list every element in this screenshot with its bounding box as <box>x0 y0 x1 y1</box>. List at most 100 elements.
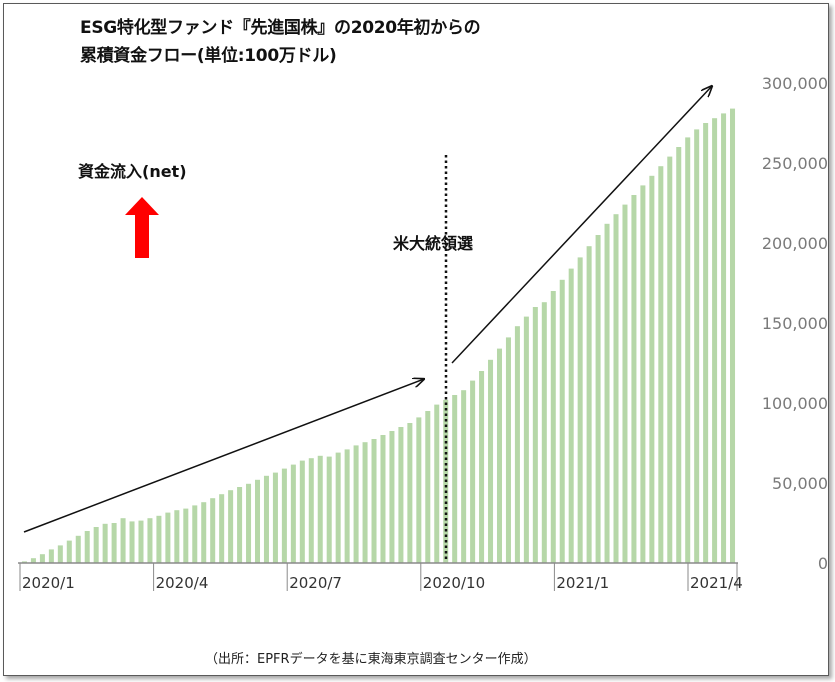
bar-18 <box>183 508 189 563</box>
x-tick-marks <box>19 563 738 591</box>
bar-14 <box>147 518 153 563</box>
trend-arrow-2020 <box>23 379 424 533</box>
bar-21 <box>210 498 216 563</box>
bars-group <box>21 108 736 564</box>
bar-59 <box>550 291 556 563</box>
bar-43 <box>407 423 413 563</box>
bar-39 <box>371 439 377 563</box>
bar-24 <box>237 487 243 563</box>
bar-23 <box>228 490 234 563</box>
chart-title: ESG特化型ファンド『先進国株』の2020年初からの 累積資金フロー(単位:10… <box>80 14 481 70</box>
bar-41 <box>389 431 395 563</box>
bar-17 <box>174 510 180 563</box>
bar-30 <box>290 464 296 563</box>
y-tick-label: 100,000 <box>762 394 828 413</box>
bar-44 <box>416 417 422 563</box>
bar-65 <box>604 223 610 564</box>
bar-7 <box>84 531 90 563</box>
bar-66 <box>613 214 619 563</box>
bar-74 <box>685 137 691 563</box>
bar-57 <box>532 307 538 563</box>
bar-16 <box>165 512 171 563</box>
bar-46 <box>434 404 440 563</box>
bar-11 <box>120 518 126 563</box>
bar-45 <box>425 411 431 563</box>
bar-77 <box>712 118 718 563</box>
bar-19 <box>192 505 198 563</box>
bar-35 <box>335 452 341 563</box>
bar-1 <box>30 558 36 563</box>
bar-28 <box>272 472 278 563</box>
bar-25 <box>246 483 252 563</box>
bar-13 <box>138 520 144 563</box>
bar-64 <box>595 235 601 563</box>
bar-69 <box>640 185 646 563</box>
bar-5 <box>66 540 72 563</box>
bar-6 <box>75 535 81 563</box>
y-tick-label: 300,000 <box>762 74 828 93</box>
bar-70 <box>649 175 655 564</box>
bar-36 <box>344 449 350 563</box>
up-arrow-icon <box>125 197 159 258</box>
bar-55 <box>514 326 520 563</box>
bar-61 <box>568 268 574 563</box>
bar-26 <box>255 479 261 563</box>
bar-29 <box>281 468 287 563</box>
bar-53 <box>496 348 502 563</box>
y-tick-label: 0 <box>818 554 828 573</box>
bar-73 <box>676 147 682 563</box>
bar-9 <box>102 523 108 563</box>
bar-0 <box>21 561 27 563</box>
bar-68 <box>631 195 637 563</box>
bar-75 <box>694 129 700 563</box>
bar-15 <box>156 515 162 563</box>
bar-62 <box>577 257 583 563</box>
bar-42 <box>398 427 404 563</box>
bar-60 <box>559 279 565 563</box>
chart-title-line-1: ESG特化型ファンド『先進国株』の2020年初からの <box>80 18 481 38</box>
x-tick-label: 2020/10 <box>423 574 485 592</box>
bar-22 <box>219 494 225 563</box>
bar-72 <box>667 156 673 563</box>
bar-48 <box>452 395 458 563</box>
x-tick-label: 2020/4 <box>156 574 209 592</box>
y-tick-label: 250,000 <box>762 154 828 173</box>
bar-3 <box>48 549 54 563</box>
bar-38 <box>362 442 368 563</box>
bar-54 <box>505 337 511 563</box>
chart-frame <box>3 3 829 676</box>
bar-49 <box>461 390 467 563</box>
y-tick-label: 200,000 <box>762 234 828 253</box>
bar-33 <box>317 455 323 563</box>
x-tick-label: 2020/7 <box>289 574 342 592</box>
x-tick-label: 2020/1 <box>22 574 75 592</box>
source-note: （出所：EPFRデータを基に東海東京調査センター作成） <box>205 652 537 667</box>
bar-12 <box>129 521 135 563</box>
bar-67 <box>622 204 628 563</box>
bar-78 <box>721 113 727 564</box>
bar-79 <box>730 108 736 563</box>
bar-40 <box>380 435 386 563</box>
bar-56 <box>523 316 529 563</box>
bar-31 <box>299 460 305 563</box>
x-tick-labels: 2020/1 2020/4 2020/7 2020/10 2021/1 2021/4 <box>22 574 743 592</box>
bar-32 <box>308 458 314 563</box>
bar-4 <box>57 545 63 563</box>
bar-20 <box>201 502 207 563</box>
bar-63 <box>586 246 592 563</box>
bar-51 <box>479 371 485 563</box>
x-tick-label: 2021/1 <box>556 574 609 592</box>
bar-76 <box>703 123 709 563</box>
bar-71 <box>658 166 664 563</box>
bar-37 <box>353 445 359 563</box>
bar-10 <box>111 523 117 563</box>
bar-27 <box>263 475 269 563</box>
bar-34 <box>326 456 332 563</box>
y-tick-labels: 0 50,000 100,000 150,000 200,000 250,000 300,0… <box>762 74 828 573</box>
inflow-label: 資金流入(net) <box>78 162 187 181</box>
election-label: 米大統領選 <box>393 234 474 253</box>
y-tick-label: 50,000 <box>772 474 828 493</box>
trend-arrow-2021 <box>451 86 712 364</box>
bar-58 <box>541 302 547 563</box>
